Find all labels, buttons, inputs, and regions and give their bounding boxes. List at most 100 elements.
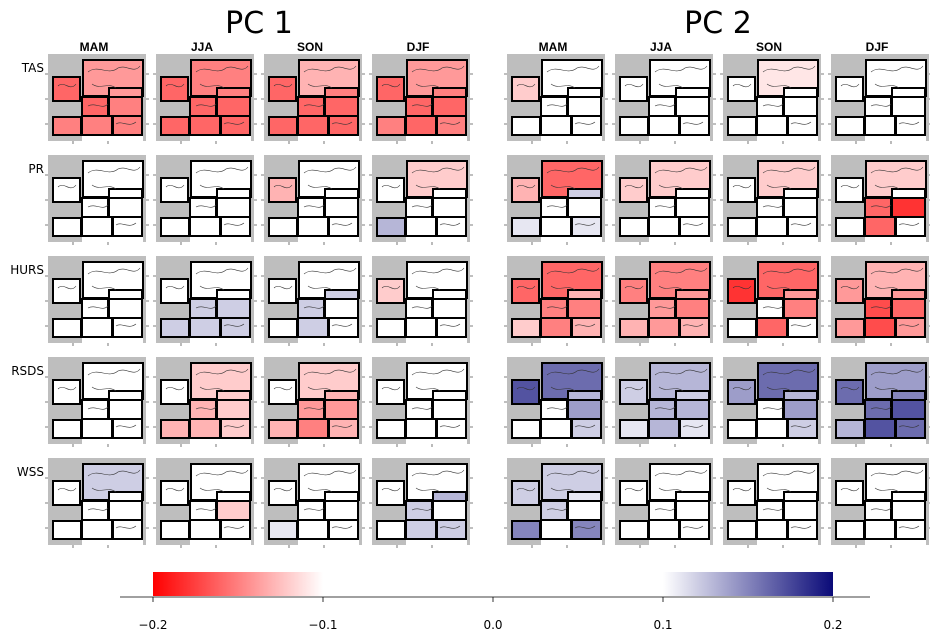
region-cell-fr: [540, 197, 568, 218]
region-cell-ip: [268, 520, 298, 540]
region-cell-al: [540, 317, 572, 338]
map-ticks: [369, 477, 473, 548]
region-cell-bi: [619, 278, 648, 304]
map-panel: [612, 357, 716, 447]
region-cell-fr: [648, 197, 676, 218]
region-cell-me: [324, 399, 359, 420]
region-cell-ea: [675, 491, 710, 502]
map-ticks: [720, 477, 824, 548]
region-cell-al: [405, 317, 437, 338]
map-ticks: [828, 73, 930, 144]
region-cell-ip: [727, 318, 757, 338]
region-cell-al: [189, 418, 221, 439]
region-cell-al: [405, 418, 437, 439]
region-cell-al: [864, 519, 896, 540]
map-ticks: [153, 73, 257, 144]
region-cell-bi: [835, 480, 864, 506]
region-cell-ip: [52, 419, 82, 439]
region-cell-md: [436, 418, 467, 439]
region-cell-fr: [189, 500, 217, 521]
region-cell-ip: [160, 419, 190, 439]
region-cell-md: [220, 115, 251, 136]
region-cell-ip: [376, 217, 406, 237]
map-ticks: [612, 73, 716, 144]
region-cell-al: [756, 317, 788, 338]
region-cell-me: [216, 197, 251, 218]
coastline: [516, 368, 600, 428]
region-cell-bi: [619, 177, 648, 203]
panel-title: PC 2: [684, 6, 752, 41]
region-cell-me: [783, 399, 818, 420]
region-cell-bi: [835, 278, 864, 304]
map-panel: [261, 357, 365, 447]
season-label: SON: [297, 40, 323, 54]
map-panel: [504, 54, 608, 144]
region-cell-me: [675, 197, 710, 218]
region-cell-bi: [727, 278, 756, 304]
region-cell-al: [297, 317, 329, 338]
region-cell-md: [679, 418, 710, 439]
coastline: [165, 65, 249, 125]
variable-label: PR: [28, 162, 44, 176]
coastline: [273, 469, 357, 529]
map-ticks: [261, 376, 365, 447]
region-cell-md: [112, 216, 143, 237]
region-cell-bi: [160, 177, 189, 203]
region-cell-md: [220, 418, 251, 439]
map-ticks: [261, 275, 365, 346]
region-cell-me: [567, 298, 602, 319]
region-cell-al: [648, 216, 680, 237]
region-cell-bi: [268, 278, 297, 304]
region-cell-al: [81, 115, 113, 136]
region-cell-bi: [835, 76, 864, 102]
region-cell-me: [891, 197, 926, 218]
region-cell-me: [324, 500, 359, 521]
region-cell-fr: [864, 500, 892, 521]
map-ticks: [612, 174, 716, 245]
coastline: [624, 65, 708, 125]
region-cell-ea: [567, 390, 602, 401]
coastline: [381, 65, 465, 125]
region-cell-md: [328, 216, 359, 237]
region-cell-al: [756, 216, 788, 237]
coastline: [165, 469, 249, 529]
map-panel: [45, 155, 149, 245]
region-cell-bi: [376, 76, 405, 102]
region-cell-al: [189, 216, 221, 237]
map-panel: [369, 155, 473, 245]
region-cell-ea: [567, 491, 602, 502]
region-cell-md: [328, 317, 359, 338]
map-panel: [261, 256, 365, 346]
region-cell-fr: [864, 298, 892, 319]
map-ticks: [828, 174, 930, 245]
variable-label: WSS: [17, 465, 44, 479]
region-cell-fr: [756, 500, 784, 521]
map-ticks: [504, 73, 608, 144]
region-cell-ip: [619, 217, 649, 237]
coastline: [57, 267, 141, 327]
coastline: [516, 469, 600, 529]
region-cell-bi: [511, 177, 540, 203]
region-cell-md: [787, 519, 818, 540]
region-cell-md: [328, 418, 359, 439]
map-ticks: [720, 174, 824, 245]
region-cell-ip: [160, 217, 190, 237]
map-ticks: [612, 376, 716, 447]
region-cell-md: [436, 519, 467, 540]
region-cell-md: [328, 519, 359, 540]
region-cell-me: [567, 399, 602, 420]
map-panel: [153, 155, 257, 245]
region-cell-me: [891, 96, 926, 117]
colorbar-tick-label: −0.2: [138, 618, 167, 632]
map-panel: [261, 458, 365, 548]
coastline: [165, 368, 249, 428]
region-cell-md: [220, 216, 251, 237]
region-cell-ea: [108, 289, 143, 300]
region-cell-al: [756, 115, 788, 136]
coastline: [57, 368, 141, 428]
region-cell-me: [108, 500, 143, 521]
region-cell-al: [864, 115, 896, 136]
region-cell-me: [675, 298, 710, 319]
region-cell-bi: [376, 379, 405, 405]
